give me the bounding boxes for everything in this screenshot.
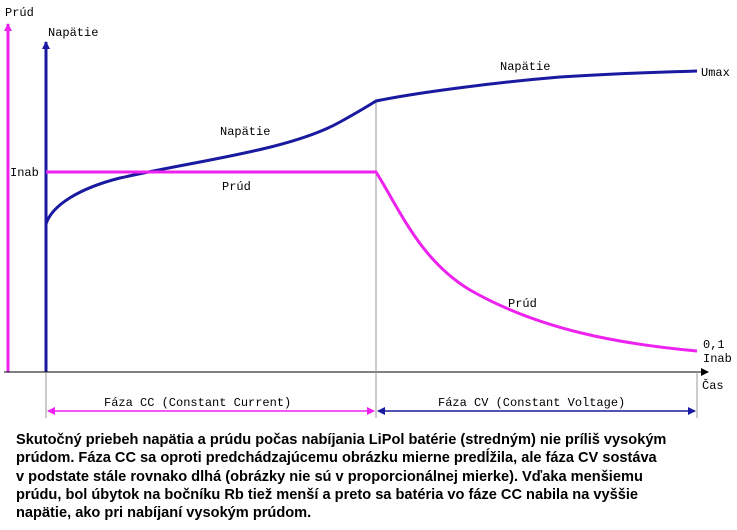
voltage-cc-label: Napätie [220,125,270,139]
caption-line: Skutočný priebeh napätia a prúdu počas n… [16,432,667,448]
cv-phase-label: Fáza CV (Constant Voltage) [438,396,625,410]
umax-label: Umax [701,66,730,80]
voltage-curve [44,69,698,225]
current-curve [46,170,698,353]
voltage-cv-label: Napätie [500,60,550,74]
caption: Skutočný priebeh napätia a prúdu počas n… [16,431,731,522]
current-cc-label: Prúd [222,180,251,194]
final-current-label-1: 0,1 [703,338,725,352]
cc-phase-label: Fáza CC (Constant Current) [104,396,291,410]
caption-line: napätie, ako pri nabíjaní vysokým prúdom… [16,505,312,522]
caption-line: prúdom. Fáza CC sa oproti predchádzajúce… [16,450,657,467]
current-cv-label: Prúd [508,297,537,311]
final-current-label-2: Inab [703,352,732,366]
inab-tick-label: Inab [10,166,39,180]
voltage-axis-label: Napätie [48,26,98,40]
caption-line: prúdu, bol úbytok na bočníku Rb tiež men… [16,486,639,503]
time-axis-label: Čas [702,378,724,393]
caption-line: v podstate stále rovnako dlhá (obrázky n… [16,468,643,485]
current-axis-label: Prúd [5,6,34,20]
